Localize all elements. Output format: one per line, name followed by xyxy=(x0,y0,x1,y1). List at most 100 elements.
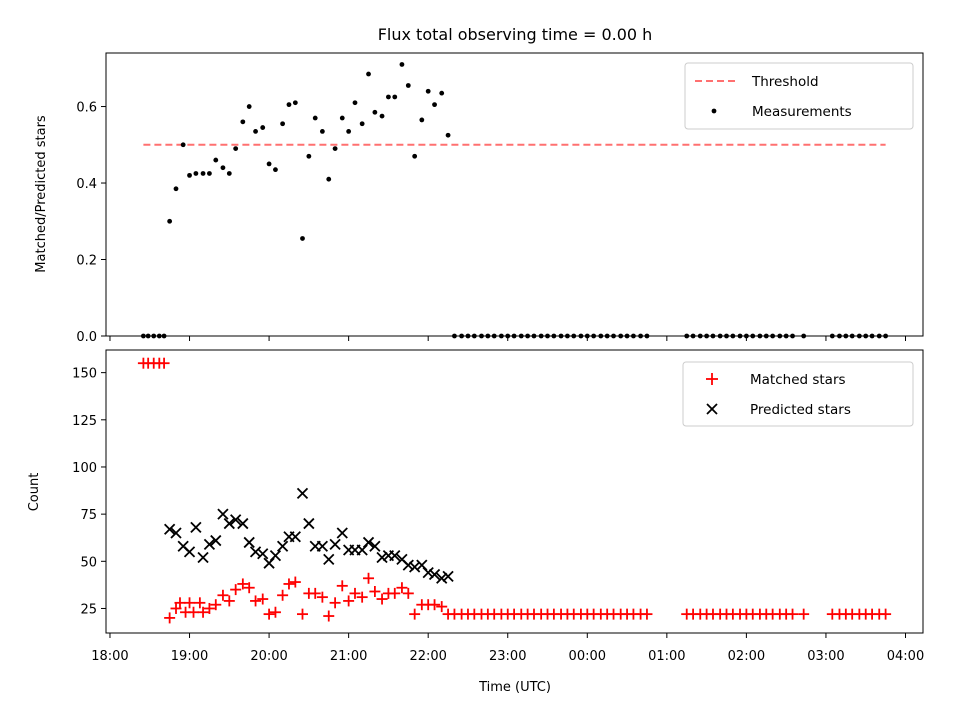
matched-point xyxy=(257,593,269,605)
matched-point xyxy=(174,597,186,609)
predicted-point xyxy=(428,568,441,581)
predicted-point xyxy=(289,531,301,543)
predicted-point xyxy=(323,553,335,566)
matched-point xyxy=(309,587,321,599)
bottom-y-tick-label: 75 xyxy=(80,508,97,523)
matched-point xyxy=(250,595,262,607)
measurement-point xyxy=(200,171,206,176)
matched-point xyxy=(880,608,892,620)
bottom-x-tick-label: 00:00 xyxy=(569,649,606,664)
predicted-legend-swatch xyxy=(706,403,718,415)
measurement-point xyxy=(173,186,179,192)
predicted-point xyxy=(436,572,448,584)
measurements-legend-label: Measurements xyxy=(752,104,852,120)
matched-point xyxy=(787,608,799,620)
matched-point xyxy=(363,572,375,584)
predicted-point xyxy=(217,508,229,520)
matched-point xyxy=(356,591,368,603)
predicted-point xyxy=(223,517,235,530)
matched-point xyxy=(296,608,308,620)
predicted-point xyxy=(402,559,414,571)
measurement-point xyxy=(379,113,385,119)
bottom-y-tick-label: 125 xyxy=(72,414,97,429)
measurement-point xyxy=(319,128,325,134)
predicted-point xyxy=(362,536,375,549)
bottom-plot-frame xyxy=(105,349,924,634)
predicted-legend-label: Predicted stars xyxy=(750,402,851,418)
measurement-point xyxy=(187,172,192,178)
measurement-point xyxy=(352,100,358,106)
measurement-point xyxy=(346,128,352,134)
matched-point xyxy=(230,584,242,596)
matched-point xyxy=(436,601,448,613)
matched-point xyxy=(409,608,421,620)
measurement-point xyxy=(233,146,239,152)
predicted-point xyxy=(164,523,176,535)
bottom-x-tick-label: 18:00 xyxy=(91,649,128,664)
measurement-point xyxy=(280,121,286,127)
predicted-point xyxy=(369,540,381,552)
predicted-point xyxy=(329,538,341,550)
bottom-x-tick-label: 04:00 xyxy=(887,649,924,664)
predicted-point xyxy=(243,536,255,549)
measurement-point xyxy=(445,132,451,138)
measurement-point xyxy=(366,71,371,77)
measurement-point xyxy=(372,109,378,115)
matched-point xyxy=(343,595,355,607)
matched-point xyxy=(210,599,222,611)
measurement-point xyxy=(266,161,272,167)
predicted-point xyxy=(376,551,388,564)
measurement-point xyxy=(405,83,411,88)
measurement-point xyxy=(359,121,365,127)
bottom-y-tick-label: 25 xyxy=(80,602,97,617)
measurement-point xyxy=(292,100,298,106)
matched-point xyxy=(194,597,206,609)
top-x-ticks xyxy=(109,336,906,341)
predicted-point xyxy=(249,546,262,558)
matched-point xyxy=(402,587,414,599)
matched-legend-label: Matched stars xyxy=(750,372,846,388)
measurement-point xyxy=(246,104,252,109)
matched-point xyxy=(283,578,295,590)
bottom-x-tick-label: 03:00 xyxy=(807,649,844,664)
measurement-point xyxy=(386,94,391,100)
top-panel: Flux total observing time = 0.00 h 0.00.… xyxy=(34,25,924,345)
threshold-legend-label: Threshold xyxy=(751,74,819,90)
matched-point xyxy=(217,589,229,601)
predicted-point xyxy=(316,540,329,552)
matched-point xyxy=(329,597,341,609)
matched-point xyxy=(389,587,401,599)
bottom-y-tick-label: 50 xyxy=(80,555,97,570)
bottom-x-tick-label: 20:00 xyxy=(250,649,287,664)
bottom-x-ticks: 18:00 19:00 20:00 21:00 22:00 23:00 00:00 01:00… xyxy=(91,633,924,664)
top-plot-frame xyxy=(105,52,924,337)
matched-point xyxy=(184,597,196,609)
matched-point xyxy=(323,610,335,622)
measurement-point xyxy=(312,115,318,121)
bottom-y-ticks: 25 50 75 100 125 150 xyxy=(72,367,106,617)
measurement-point xyxy=(213,157,219,163)
matched-point xyxy=(641,608,653,620)
top-y-axis-label: Matched/Predicted stars xyxy=(34,115,49,273)
measurement-point xyxy=(286,102,292,108)
bottom-x-tick-label: 22:00 xyxy=(409,649,446,664)
bottom-y-tick-label: 150 xyxy=(72,367,97,382)
predicted-point xyxy=(197,551,209,564)
matched-point xyxy=(223,595,235,607)
measurement-point xyxy=(240,119,246,125)
measurement-point xyxy=(326,176,332,182)
measurement-point xyxy=(226,171,232,176)
predicted-point xyxy=(230,514,242,526)
predicted-point xyxy=(183,546,196,558)
predicted-point xyxy=(257,548,269,560)
matched-point xyxy=(798,608,810,620)
predicted-point xyxy=(389,550,401,562)
predicted-point xyxy=(296,487,309,500)
matched-point xyxy=(188,606,200,618)
predicted-point xyxy=(276,540,289,552)
matched-point xyxy=(170,602,182,614)
matched-point xyxy=(269,606,281,618)
measurement-point xyxy=(399,62,405,67)
matched-point xyxy=(349,587,361,599)
top-legend: Threshold Measurements xyxy=(684,62,914,130)
